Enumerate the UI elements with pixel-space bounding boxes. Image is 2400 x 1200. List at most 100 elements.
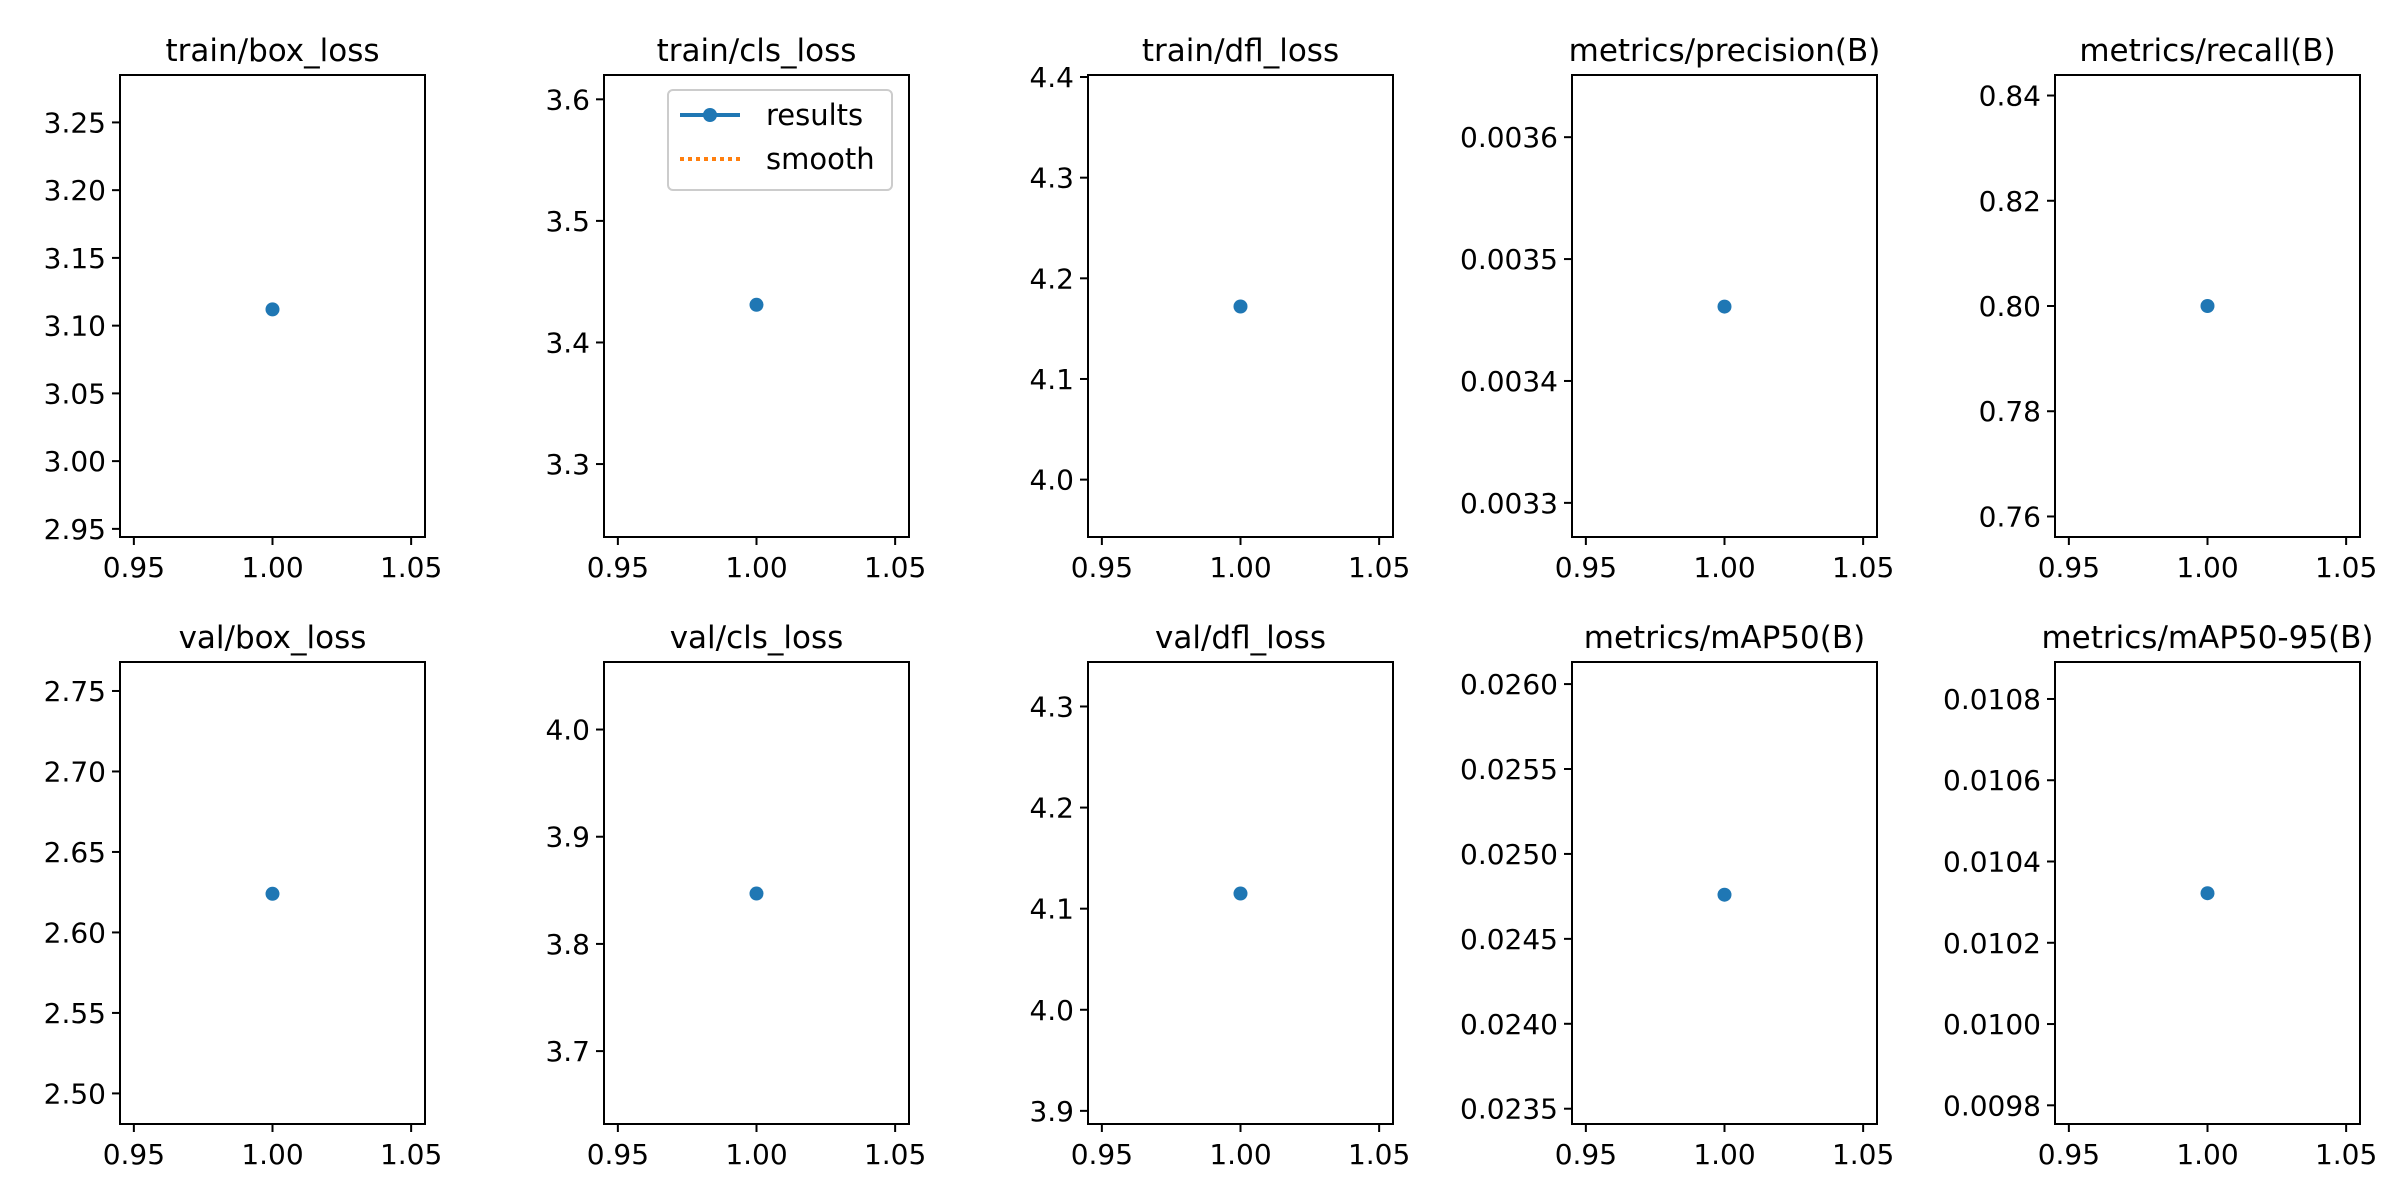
panel-7-y-tick-label: 3.8: [545, 928, 590, 961]
panel-8-y-tick-label: 4.3: [1029, 690, 1074, 723]
panel-4-data-point: [1717, 299, 1732, 314]
panel-5-y-tick-label: 0.76: [1979, 500, 2041, 533]
panel-7-x-tick-label: 0.95: [587, 1138, 649, 1171]
panel-3: train/dfl_loss 0.95 1.00 1.05 4.0 4.1 4.2 4.3 4.…: [1029, 33, 1410, 584]
panel-6-title: val/box_loss: [179, 620, 367, 656]
panel-10-y-tick-label: 0.0108: [1943, 683, 2041, 716]
panel-8-y-tick-label: 4.1: [1029, 893, 1074, 926]
panel-8: val/dfl_loss 0.95 1.00 1.05 3.9 4.0 4.1 4.2 4.3: [1029, 620, 1410, 1171]
panel-8-y-tick-label: 4.0: [1029, 994, 1074, 1027]
panel-10-y-tick-label: 0.0100: [1943, 1008, 2041, 1041]
panel-5-y-tick-label: 0.80: [1979, 290, 2041, 323]
panel-9-y-tick-label: 0.0260: [1460, 668, 1558, 701]
panel-3-y-tick-label: 4.1: [1029, 363, 1074, 396]
panel-4-y-tick-label: 0.0036: [1460, 121, 1558, 154]
panel-4-y-tick-label: 0.0034: [1460, 365, 1558, 398]
panel-1-x-tick-label: 0.95: [103, 551, 165, 584]
panel-7-title: val/cls_loss: [670, 620, 844, 656]
panel-4-x-tick-label: 1.05: [1832, 551, 1894, 584]
panel-2-x-tick-label: 0.95: [587, 551, 649, 584]
panel-1-y-tick-label: 3.05: [44, 377, 106, 410]
legend: results smooth: [667, 89, 893, 191]
panel-1-x-tick-label: 1.00: [241, 551, 303, 584]
panel-6-x-tick-label: 1.05: [380, 1138, 442, 1171]
panel-7-y-tick-label: 3.7: [545, 1035, 590, 1068]
panel-2-y-tick-label: 3.5: [545, 205, 590, 238]
panel-9-x-tick-label: 1.00: [1693, 1138, 1755, 1171]
panel-5-y-tick-label: 0.82: [1979, 185, 2041, 218]
panel-3-y-tick-label: 4.2: [1029, 262, 1074, 295]
panel-7-x-tick-label: 1.05: [864, 1138, 926, 1171]
panel-9-y-tick-label: 0.0245: [1460, 923, 1558, 956]
panel-4-y-tick-label: 0.0035: [1460, 243, 1558, 276]
panel-10-y-tick-label: 0.0102: [1943, 927, 2041, 960]
panel-10-x-tick-label: 0.95: [2038, 1138, 2100, 1171]
panel-9-y-tick-label: 0.0240: [1460, 1008, 1558, 1041]
panel-5: metrics/recall(B) 0.95 1.00 1.05 0.76 0.78 0.8…: [1979, 33, 2378, 584]
panel-10-data-point: [2200, 886, 2215, 901]
panel-8-data-point: [1233, 886, 1248, 901]
panel-10-title: metrics/mAP50-95(B): [2041, 620, 2373, 656]
panel-2-y-tick-label: 3.3: [545, 448, 590, 481]
panel-8-title: val/dfl_loss: [1155, 620, 1326, 656]
panel-5-y-tick-label: 0.84: [1979, 80, 2041, 113]
panel-5-x-tick-label: 0.95: [2038, 551, 2100, 584]
panel-3-x-tick-label: 1.05: [1348, 551, 1410, 584]
panel-1: train/box_loss 0.95 1.00 1.05 2.95 3.00 3.05 3.…: [44, 33, 443, 584]
panel-2-y-tick-label: 3.4: [545, 326, 590, 359]
panel-9-data-point: [1717, 887, 1732, 902]
panel-8-x-tick-label: 1.05: [1348, 1138, 1410, 1171]
panel-9-title: metrics/mAP50(B): [1584, 620, 1865, 656]
panel-10: metrics/mAP50-95(B) 0.95 1.00 1.05 0.0098 0.0…: [1943, 620, 2377, 1171]
panel-6-data-point: [265, 886, 280, 901]
panel-1-title: train/box_loss: [165, 33, 379, 69]
panel-1-data-point: [265, 302, 280, 317]
panel-3-x-tick-label: 1.00: [1209, 551, 1271, 584]
panel-3-y-tick-label: 4.0: [1029, 464, 1074, 497]
panel-7-y-tick-label: 4.0: [545, 714, 590, 747]
panel-1-y-tick-label: 2.95: [44, 513, 106, 546]
panel-2-y-tick-label: 3.6: [545, 83, 590, 116]
panel-5-title: metrics/recall(B): [2079, 33, 2335, 69]
panel-3-data-point: [1233, 299, 1248, 314]
panel-6-y-tick-label: 2.65: [44, 836, 106, 869]
panel-2-x-tick-label: 1.05: [864, 551, 926, 584]
panel-4-x-tick-label: 0.95: [1555, 551, 1617, 584]
subplot-grid: train/box_loss 0.95 1.00 1.05 2.95 3.00 3.05 3.…: [44, 33, 2378, 1171]
panel-3-title: train/dfl_loss: [1142, 33, 1339, 69]
panel-9-x-tick-label: 1.05: [1832, 1138, 1894, 1171]
panel-3-y-tick-label: 4.3: [1029, 162, 1074, 195]
panel-4-y-tick-label: 0.0033: [1460, 487, 1558, 520]
panel-9-x-tick-label: 0.95: [1555, 1138, 1617, 1171]
panel-1-y-tick-label: 3.10: [44, 310, 106, 343]
panel-6-y-tick-label: 2.70: [44, 755, 106, 788]
panel-7-data-point: [749, 886, 764, 901]
panel-4: metrics/precision(B) 0.95 1.00 1.05 0.0033 0.…: [1460, 33, 1894, 584]
panel-8-y-tick-label: 4.2: [1029, 792, 1074, 825]
panel-3-y-tick-label: 4.4: [1029, 61, 1074, 94]
panel-1-y-tick-label: 3.00: [44, 445, 106, 478]
legend-results-label: results: [766, 98, 863, 132]
panel-2-title: train/cls_loss: [657, 33, 857, 69]
panel-8-x-tick-label: 0.95: [1071, 1138, 1133, 1171]
panel-5-x-tick-label: 1.00: [2176, 551, 2238, 584]
panel-9: metrics/mAP50(B) 0.95 1.00 1.05 0.0235 0.0240…: [1460, 620, 1894, 1171]
legend-smooth-label: smooth: [766, 142, 875, 176]
panel-10-y-tick-label: 0.0106: [1943, 764, 2041, 797]
legend-results-marker: [703, 108, 717, 122]
panel-1-y-tick-label: 3.15: [44, 242, 106, 275]
panel-1-y-tick-label: 3.20: [44, 174, 106, 207]
panel-2-x-tick-label: 1.00: [725, 551, 787, 584]
panel-8-y-tick-label: 3.9: [1029, 1095, 1074, 1128]
panel-6: val/box_loss 0.95 1.00 1.05 2.50 2.55 2.60 2.65…: [44, 620, 443, 1171]
panel-1-y-tick-label: 3.25: [44, 106, 106, 139]
panel-4-title: metrics/precision(B): [1569, 33, 1881, 69]
panel-3-x-tick-label: 0.95: [1071, 551, 1133, 584]
panel-10-x-tick-label: 1.00: [2176, 1138, 2238, 1171]
panel-6-y-tick-label: 2.55: [44, 997, 106, 1030]
panel-7-y-tick-label: 3.9: [545, 821, 590, 854]
panel-10-y-tick-label: 0.0098: [1943, 1089, 2041, 1122]
panel-9-y-tick-label: 0.0255: [1460, 753, 1558, 786]
